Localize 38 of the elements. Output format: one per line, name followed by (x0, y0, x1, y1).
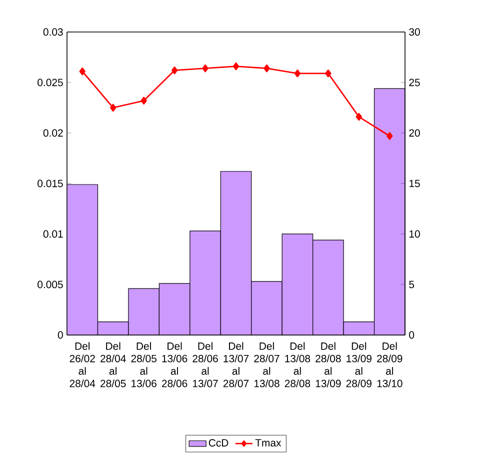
x-tick-label: Del 28/08 al 13/09 (316, 342, 341, 388)
x-tick-label: Del 28/09 al 13/10 (377, 342, 402, 388)
y-tick-label: 0.01 (43, 230, 63, 238)
y-tick-label: 0.025 (38, 78, 63, 86)
legend-label: CcD (208, 439, 228, 447)
x-tick-label: Del 28/07 al 13/08 (254, 342, 280, 388)
point (294, 70, 301, 78)
x-tick-label: Del 26/02 al 28/04 (70, 342, 96, 388)
y2-tick-label: 5 (409, 280, 414, 288)
x-tick-label: Del 13/08 al 28/08 (284, 342, 310, 388)
x-tick-label: Del 13/06 al 28/06 (162, 342, 188, 388)
y2-tick-label: 10 (409, 230, 420, 238)
y-tick-label: 0.03 (43, 28, 63, 36)
point (202, 64, 208, 72)
point (356, 112, 362, 121)
x-tick-label: Del 28/05 al 13/06 (131, 342, 156, 388)
y-tick-label: 0.02 (43, 129, 63, 137)
y2-tick-label: 20 (409, 129, 420, 137)
y-tick-label: 0 (58, 331, 63, 339)
x-tick-label: Del 13/07 al 28/07 (223, 342, 249, 388)
point (386, 132, 393, 140)
point (264, 64, 270, 72)
y2-tick-label: 25 (409, 78, 420, 86)
x-tick-label: Del 28/04 al 28/05 (100, 342, 126, 388)
point (232, 62, 240, 70)
point (171, 66, 178, 74)
legend-label: Tmax (255, 439, 282, 447)
point (140, 96, 147, 105)
y-tick-label: 0.005 (38, 280, 63, 288)
x-tick-label: Del 28/06 al 13/07 (192, 342, 218, 388)
y2-tick-label: 0 (409, 331, 414, 339)
point (110, 104, 116, 112)
point (325, 70, 332, 78)
point (79, 67, 86, 76)
y-tick-label: 0.015 (38, 180, 63, 188)
y2-tick-label: 15 (409, 180, 420, 188)
y2-tick-label: 30 (409, 28, 420, 36)
x-tick-label: Del 13/09 al 28/09 (346, 342, 372, 388)
